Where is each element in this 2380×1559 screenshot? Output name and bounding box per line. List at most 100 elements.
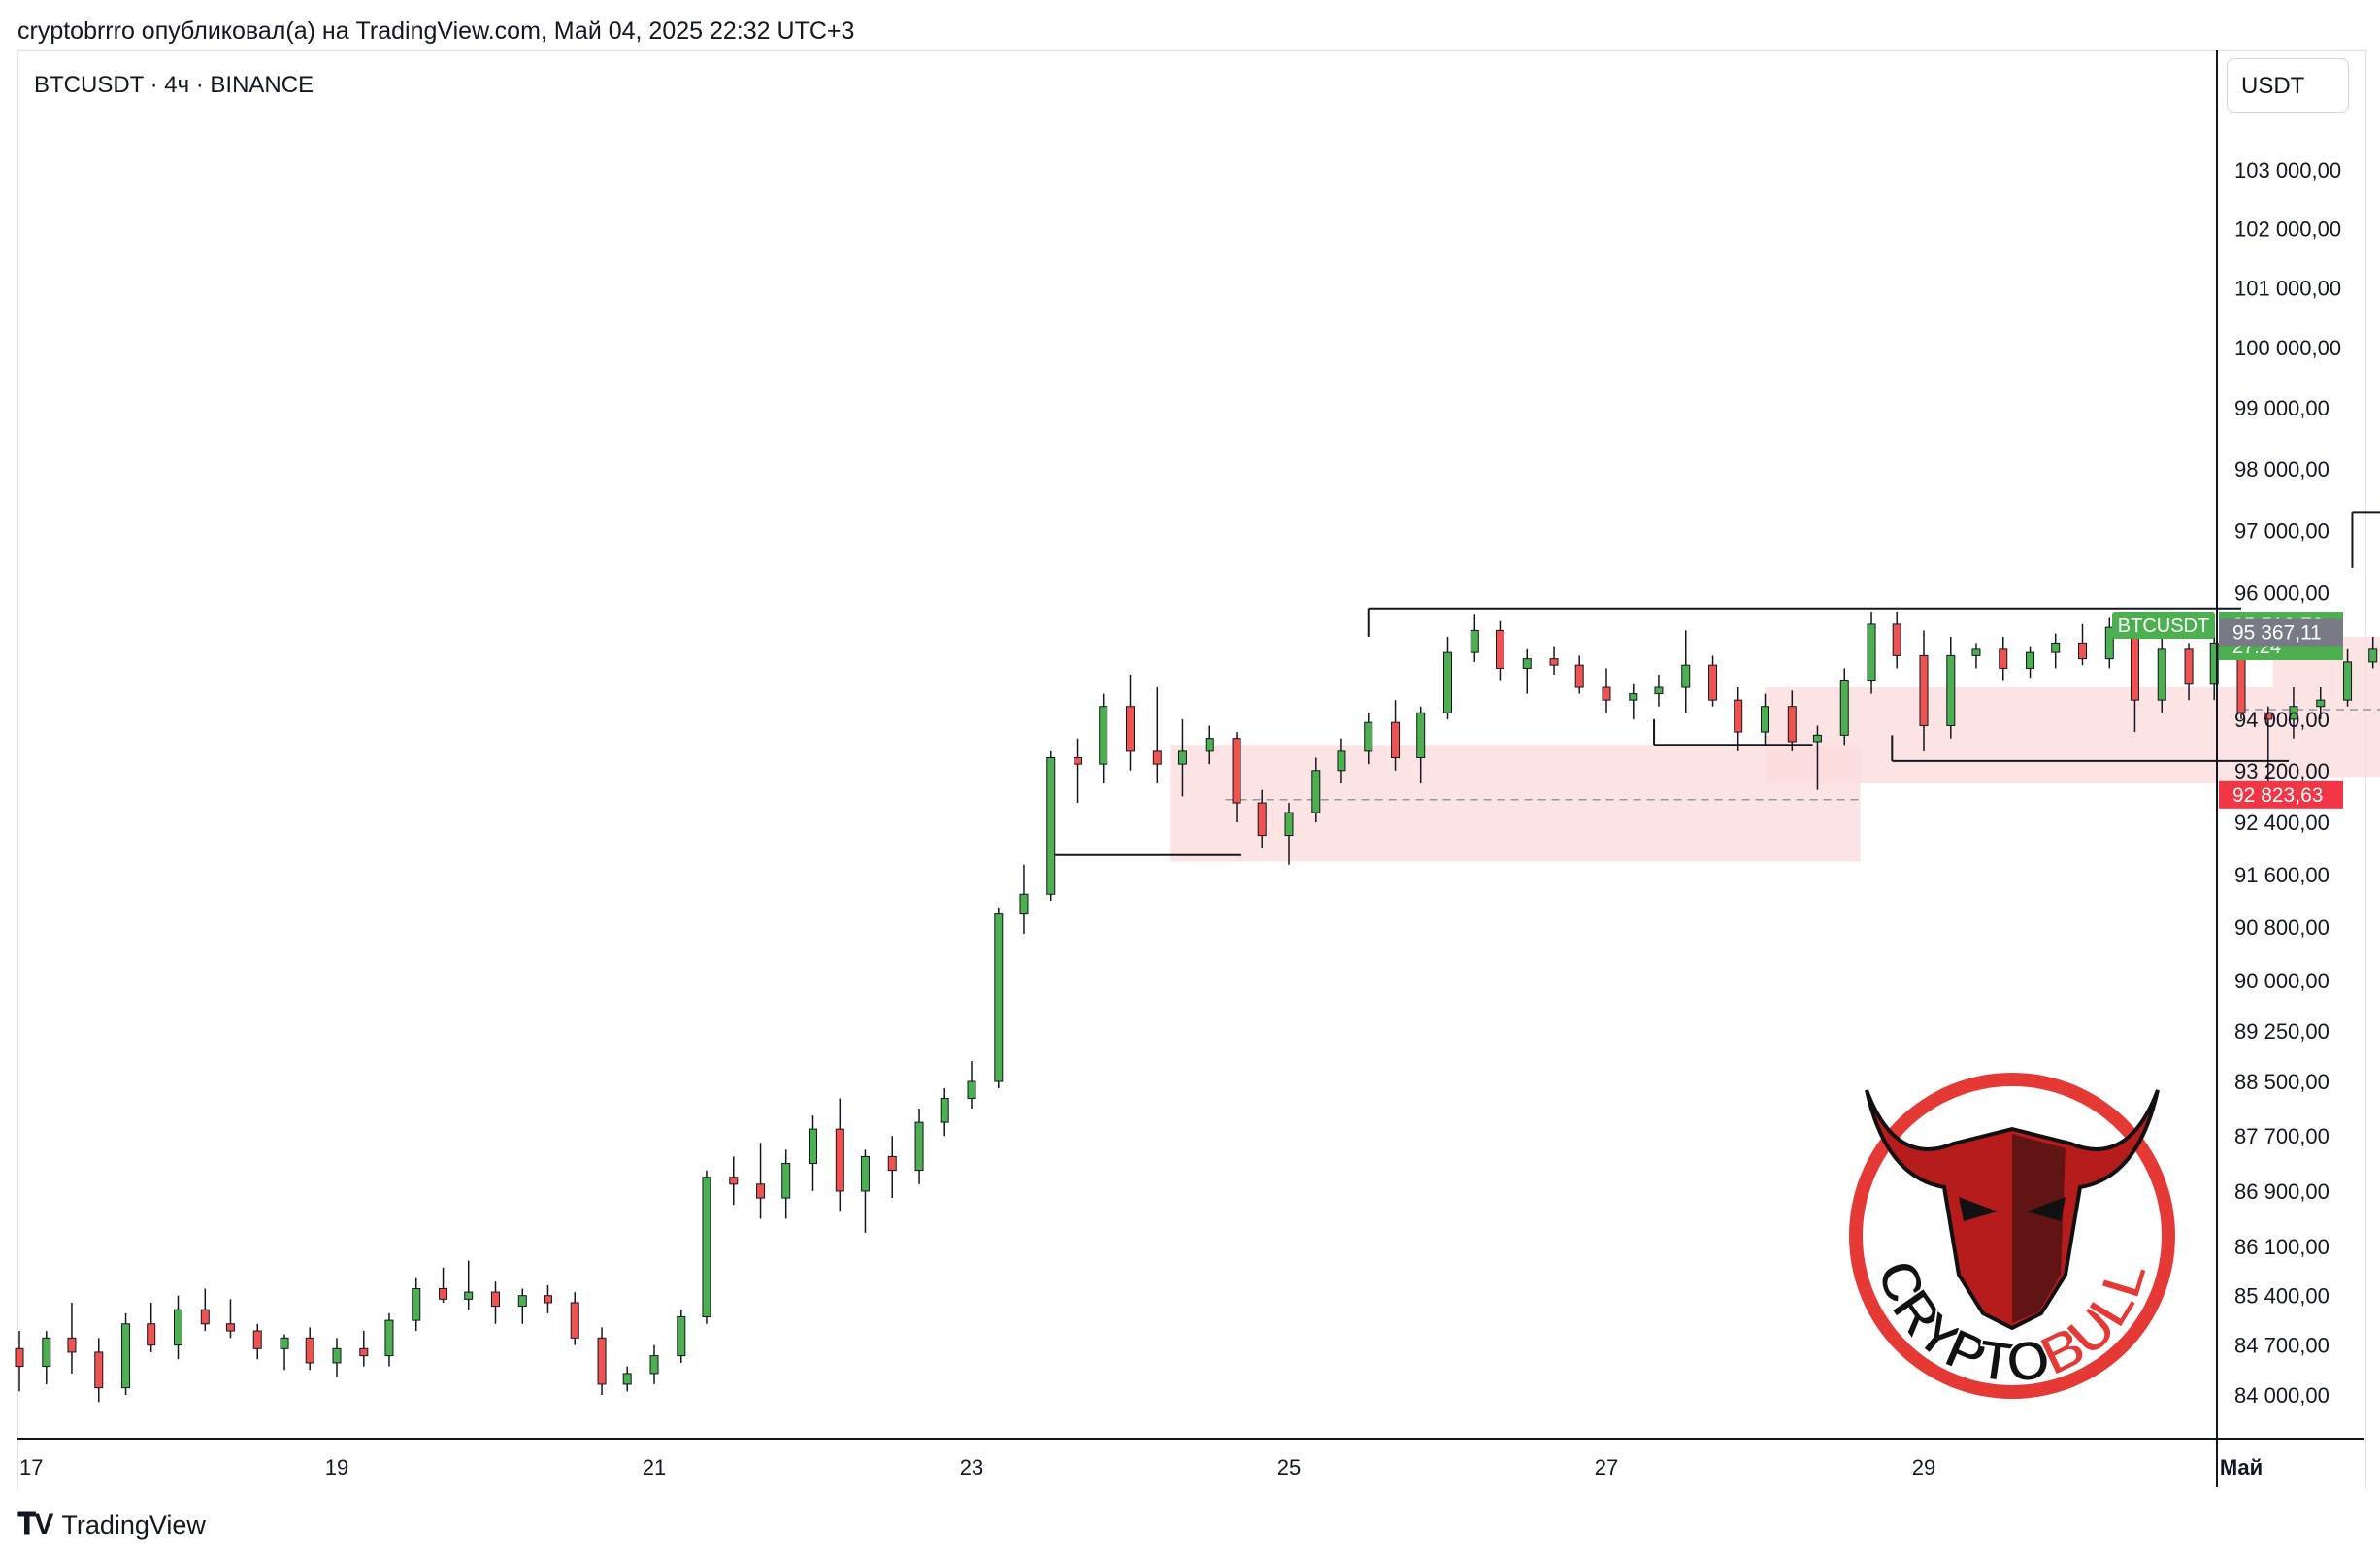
- publication-header: cryptobrrro опубликовал(а) на TradingVie…: [17, 17, 855, 45]
- candle-body: [940, 1098, 949, 1123]
- symbol-label[interactable]: BTCUSDT · 4ч · BINANCE: [34, 72, 314, 98]
- currency-selector[interactable]: USDT: [2227, 58, 2349, 113]
- price-tick-label: 102 000,00: [2234, 216, 2341, 241]
- price-tick-label: 103 000,00: [2234, 158, 2341, 182]
- candle: [597, 1327, 607, 1395]
- candle-body: [1602, 686, 1611, 701]
- crypto-bull-logo: CRYPTOBULL: [1849, 1073, 2175, 1399]
- candle-body: [1205, 738, 1214, 752]
- price-tick-label: 88 500,00: [2234, 1070, 2330, 1094]
- candle-body: [1495, 629, 1504, 669]
- price-tick-label: 96 000,00: [2234, 581, 2330, 606]
- candle: [1443, 636, 1452, 719]
- candle-body: [570, 1302, 579, 1339]
- candle-body: [1919, 654, 1929, 726]
- price-label-box: [2219, 618, 2343, 647]
- candle: [2343, 648, 2353, 707]
- candle-body: [1629, 693, 1638, 701]
- candle-body: [1761, 706, 1769, 733]
- candle: [2316, 687, 2326, 719]
- candle-body: [147, 1323, 156, 1346]
- candle: [1284, 803, 1294, 865]
- candle: [1495, 620, 1504, 681]
- candle: [994, 907, 1004, 1089]
- candle-body: [2157, 648, 2166, 701]
- candle-body: [1734, 699, 1743, 733]
- candle: [280, 1334, 289, 1371]
- candle: [464, 1260, 474, 1310]
- candle: [491, 1281, 500, 1324]
- candle-body: [174, 1309, 182, 1346]
- candle: [1574, 655, 1584, 694]
- candle-body: [1019, 893, 1029, 915]
- candle: [860, 1149, 870, 1233]
- candle-body: [649, 1355, 659, 1375]
- price-axis-label: 95 367,11: [2219, 618, 2343, 647]
- candle: [1416, 706, 1426, 784]
- candle: [15, 1331, 24, 1392]
- candle-body: [67, 1337, 77, 1353]
- candle-body: [1232, 738, 1241, 804]
- candle-body: [439, 1287, 448, 1300]
- candle: [2104, 617, 2114, 669]
- price-tick-label: 84 000,00: [2234, 1383, 2330, 1408]
- candle-body: [1549, 658, 1559, 666]
- candle: [147, 1302, 156, 1352]
- candle-body: [1311, 770, 1321, 813]
- candle-body: [2051, 642, 2061, 653]
- candle-body: [1681, 664, 1691, 688]
- zones-layer: [1170, 636, 2380, 862]
- candle-body: [597, 1337, 607, 1385]
- candle-body: [967, 1080, 976, 1100]
- candle: [729, 1156, 739, 1206]
- candle-body: [332, 1347, 342, 1364]
- candle: [2078, 623, 2087, 666]
- candle: [1654, 674, 1664, 707]
- price-label-value: 95 367,11: [2232, 622, 2322, 645]
- candle-body: [914, 1121, 924, 1172]
- candle: [2368, 636, 2378, 669]
- tradingview-brand-text: TradingView: [61, 1509, 206, 1540]
- candle: [1919, 630, 1929, 751]
- candle: [887, 1136, 897, 1199]
- candle-body: [543, 1295, 552, 1304]
- candle: [914, 1109, 924, 1184]
- candle: [1892, 611, 1901, 669]
- candle: [1311, 757, 1321, 823]
- price-tick-label: 101 000,00: [2234, 276, 2341, 300]
- price-tick-label: 99 000,00: [2234, 396, 2330, 420]
- candle: [1867, 611, 1876, 694]
- price-tick-label: 97 000,00: [2234, 518, 2330, 543]
- candle: [677, 1310, 686, 1363]
- candle: [649, 1344, 659, 1384]
- candle-body: [1787, 706, 1797, 743]
- tradingview-footer[interactable]: 𝐓V TradingView: [17, 1509, 206, 1542]
- candle: [1839, 668, 1849, 746]
- candle-body: [809, 1128, 817, 1165]
- candle: [1364, 713, 1373, 765]
- candle: [1787, 690, 1797, 751]
- candle: [517, 1288, 527, 1324]
- candle-body: [1152, 750, 1162, 765]
- candle: [67, 1302, 77, 1374]
- candle-body: [517, 1295, 527, 1308]
- candle-body: [2104, 626, 2114, 660]
- candle: [1257, 789, 1267, 848]
- candle: [1470, 614, 1479, 662]
- candle-body: [1177, 750, 1187, 765]
- candle-body: [1812, 734, 1822, 743]
- candle: [2184, 643, 2194, 701]
- candle: [835, 1098, 844, 1212]
- candle-body: [1892, 623, 1901, 656]
- time-tick-label: 29: [1912, 1455, 1935, 1479]
- candle: [252, 1323, 262, 1360]
- demand-zone: [1765, 687, 2273, 784]
- candle: [1708, 655, 1718, 707]
- candle: [1629, 683, 1638, 719]
- candle-body: [94, 1351, 104, 1389]
- price-tick-label: 86 100,00: [2234, 1235, 2330, 1259]
- candle-body: [677, 1315, 686, 1357]
- candle: [384, 1312, 394, 1367]
- candle-body: [2264, 712, 2273, 720]
